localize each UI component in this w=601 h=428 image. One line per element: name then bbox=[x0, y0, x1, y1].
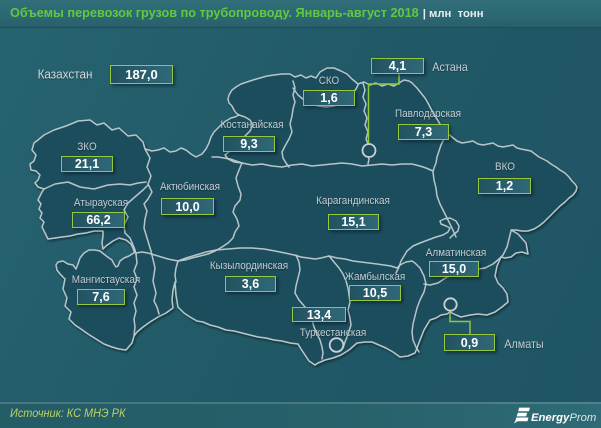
svg-text:EnergyProm: EnergyProm bbox=[531, 412, 596, 424]
